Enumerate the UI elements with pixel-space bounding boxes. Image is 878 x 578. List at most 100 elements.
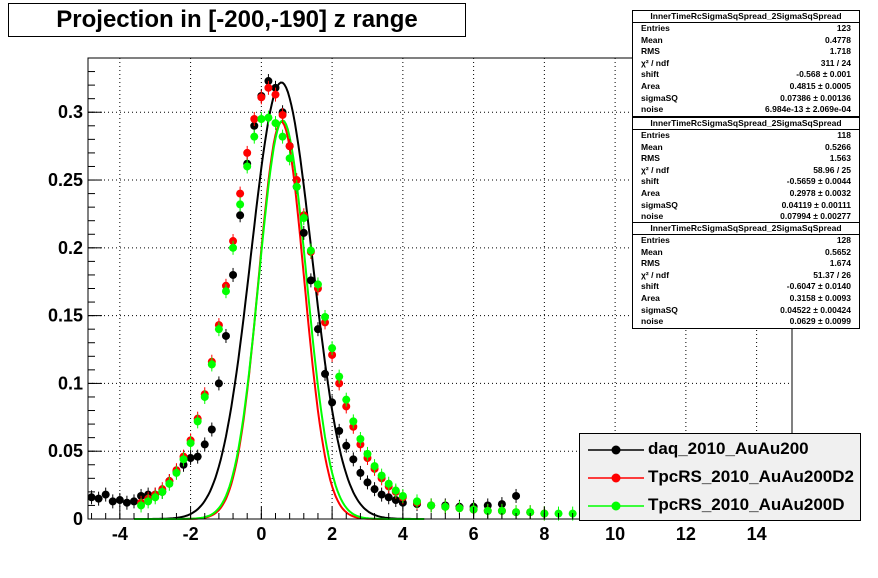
stats-row: Mean 0.5266 [633,142,859,154]
data-point [349,455,358,464]
data-point [186,453,195,462]
stats-label: Area [641,187,660,198]
data-point [229,270,238,279]
data-point [391,486,400,495]
data-point [328,398,337,407]
data-point [221,287,230,296]
x-tick-label: 0 [256,524,266,544]
stats-row: χ² / ndf 51.37 / 26 [633,270,859,282]
data-point [94,494,103,503]
stats-name: InnerTimeRcSigmaSqSpread_2SigmaSqSpread [633,223,859,235]
data-point [207,360,216,369]
stats-value: 0.07994 ± 0.00277 [780,211,851,222]
data-point [363,478,372,487]
stats-row: noise 0.07994 ± 0.00277 [633,211,859,223]
stats-value: 0.2978 ± 0.0032 [789,187,851,198]
y-tick-label: 0.15 [48,306,83,326]
y-tick-label: 0.1 [58,373,83,393]
data-point [526,508,535,517]
data-point [349,417,358,426]
data-point [384,479,393,488]
x-tick-label: 12 [676,524,696,544]
stats-row: sigmaSQ 0.04522 ± 0.00424 [633,305,859,317]
x-tick-label: 10 [605,524,625,544]
data-point [413,497,422,506]
data-point [108,497,117,506]
stats-row: Mean 0.5652 [633,247,859,259]
data-point [342,395,351,404]
stats-label: shift [641,69,659,80]
legend-label: daq_2010_AuAu200 [648,439,809,458]
legend-marker-tpcrs-d2 [588,473,644,483]
legend-label: TpcRS_2010_AuAu200D [648,495,845,514]
stats-label: Mean [641,141,663,152]
stats-row: Area 0.2978 ± 0.0032 [633,188,859,200]
stats-row: shift -0.568 ± 0.001 [633,69,859,81]
stats-label: Entries [641,235,670,245]
stats-value: -0.6047 ± 0.0140 [786,281,851,292]
stats-value: 0.5652 [825,246,851,257]
data-point [377,471,386,480]
stats-label: noise [641,316,664,327]
data-point [151,493,160,502]
chart-title: Projection in [-200,-190] z range [56,6,418,33]
y-tick-label: 0.25 [48,170,83,190]
stats-row: Mean 0.4778 [633,35,859,47]
data-point [87,493,96,502]
stats-row: noise 6.984e-13 ± 2.069e-04 [633,104,859,116]
stats-label: χ² / ndf [641,269,670,280]
data-point [193,452,202,461]
stats-label: sigmaSQ [641,92,678,103]
stats-value: 0.5266 [825,141,851,152]
stats-label: RMS [641,258,660,269]
stats-label: Area [641,80,660,91]
stats-box-tpcrs-d2: InnerTimeRcSigmaSqSpread_2SigmaSqSpread … [632,117,860,224]
data-point [313,325,322,334]
stats-value: 0.0629 ± 0.0099 [789,316,851,327]
data-point [122,498,131,507]
stats-value: -0.568 ± 0.001 [796,69,851,80]
stats-value: 0.07386 ± 0.00136 [780,92,851,103]
stats-row: Area 0.4815 ± 0.0005 [633,81,859,93]
data-point [236,189,245,198]
stats-value: -0.5659 ± 0.0044 [786,176,851,187]
data-point [264,83,273,92]
data-point [299,228,308,237]
data-point [398,491,407,500]
x-tick-label: 4 [398,524,408,544]
data-point [271,90,280,99]
stats-row: χ² / ndf 311 / 24 [633,58,859,70]
data-point [306,246,315,255]
stats-label: shift [641,176,659,187]
fit-curves [134,81,425,520]
stats-value: 118 [837,130,851,140]
stats-value: 6.984e-13 ± 2.069e-04 [765,104,851,115]
data-point [179,455,188,464]
data-point [306,276,315,285]
stats-row: χ² / ndf 58.96 / 25 [633,165,859,177]
stats-label: RMS [641,46,660,57]
data-point [200,440,209,449]
stats-label: shift [641,281,659,292]
stats-value: 0.04119 ± 0.00111 [781,199,851,210]
stats-row: sigmaSQ 0.07386 ± 0.00136 [633,93,859,105]
data-point [250,132,259,141]
stats-row: sigmaSQ 0.04119 ± 0.00111 [633,200,859,212]
stats-row: Entries 128 [633,235,859,247]
data-point [356,468,365,477]
data-point [292,182,301,191]
data-point [257,93,266,102]
stats-box-daq: InnerTimeRcSigmaSqSpread_2SigmaSqSpread … [632,10,860,117]
stats-label: RMS [641,153,660,164]
data-point [243,162,252,171]
y-tick-label: 0.2 [58,238,83,258]
x-tick-label: -2 [183,524,199,544]
stats-row: noise 0.0629 ± 0.0099 [633,316,859,328]
y-tick-label: 0.05 [48,441,83,461]
data-point [342,441,351,450]
data-point [158,487,167,496]
stats-row: RMS 1.674 [633,258,859,270]
stats-value: 311 / 24 [820,57,851,68]
data-point [271,119,280,128]
stats-label: χ² / ndf [641,57,670,68]
